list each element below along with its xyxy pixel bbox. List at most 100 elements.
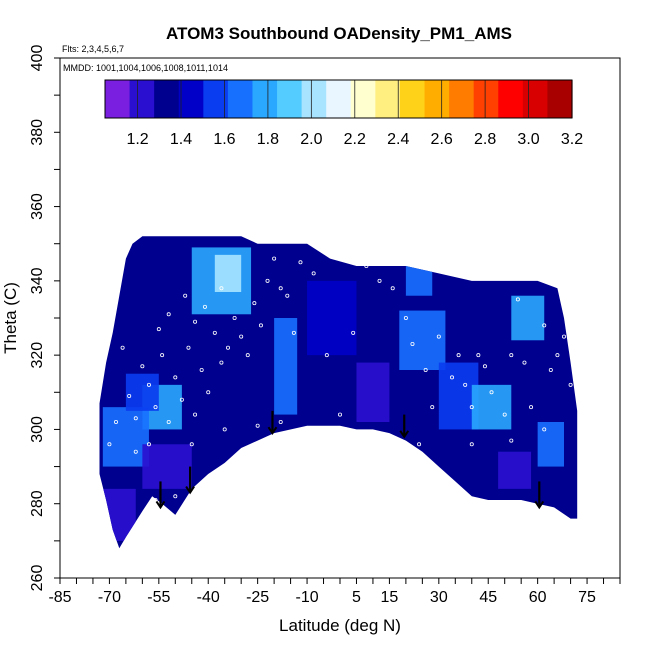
sample-point-51 bbox=[555, 353, 560, 358]
field-patch-8 bbox=[307, 280, 357, 356]
sample-point-12 bbox=[206, 390, 211, 395]
colorbar-swatch-16 bbox=[498, 80, 524, 118]
arrow-2 bbox=[267, 410, 278, 435]
colorbar-swatch-3 bbox=[178, 80, 204, 118]
sample-point-0 bbox=[127, 393, 132, 398]
sample-point-53 bbox=[568, 382, 573, 387]
x-tick-label: 30 bbox=[430, 589, 448, 606]
sample-point-37 bbox=[449, 375, 454, 380]
colorbar-tick-label: 3.2 bbox=[561, 131, 583, 148]
sample-point-40 bbox=[469, 405, 474, 410]
x-tick-label: -55 bbox=[147, 589, 170, 606]
y-axis: 260 280 300 320 340 360 380 400 bbox=[29, 45, 60, 592]
sample-point-68 bbox=[390, 442, 395, 447]
colorbar-swatch-15 bbox=[473, 80, 499, 118]
sample-point-24 bbox=[298, 260, 303, 265]
colorbar-tick-label: 2.8 bbox=[474, 131, 496, 148]
colorbar-tick-label: 1.8 bbox=[257, 131, 279, 148]
colorbar: 1.2 1.4 1.6 1.8 2.0 2.2 2.4 2.6 2.8 3.0 3.2 bbox=[104, 79, 583, 148]
field-patch-13 bbox=[471, 384, 512, 430]
sample-point-13 bbox=[212, 330, 217, 335]
sample-point-35 bbox=[430, 405, 435, 410]
sample-point-67 bbox=[344, 427, 349, 432]
sample-point-30 bbox=[377, 278, 382, 283]
y-tick-label: 400 bbox=[29, 45, 46, 72]
colorbar-swatch-18 bbox=[547, 80, 573, 118]
sample-point-69 bbox=[417, 442, 422, 447]
x-tick-label: 60 bbox=[529, 589, 547, 606]
flights-note: Flts: 2,3,4,5,6,7 bbox=[62, 44, 124, 54]
sample-point-60 bbox=[166, 312, 171, 317]
field-patch-3 bbox=[102, 407, 149, 467]
colorbar-tick-label: 2.4 bbox=[387, 131, 409, 148]
colorbar-swatch-14 bbox=[449, 80, 475, 118]
sample-point-15 bbox=[225, 345, 230, 350]
sample-point-29 bbox=[364, 263, 369, 268]
sample-point-38 bbox=[456, 353, 461, 358]
x-tick-label: 5 bbox=[352, 589, 361, 606]
sample-point-47 bbox=[522, 360, 527, 365]
colorbar-swatch-2 bbox=[154, 80, 180, 118]
sample-point-58 bbox=[146, 442, 151, 447]
colorbar-swatch-5 bbox=[227, 80, 254, 118]
x-tick-label: -40 bbox=[197, 589, 220, 606]
y-tick-label: 260 bbox=[29, 565, 46, 592]
sample-point-19 bbox=[258, 323, 263, 328]
sample-point-41 bbox=[476, 353, 481, 358]
colorbar-swatch-9 bbox=[326, 80, 352, 118]
sample-point-32 bbox=[403, 315, 408, 320]
arrow-3 bbox=[399, 414, 410, 439]
field-patch-4 bbox=[125, 373, 159, 411]
sample-point-56 bbox=[120, 345, 125, 350]
sample-point-65 bbox=[245, 353, 250, 358]
field-patch-11 bbox=[405, 266, 433, 296]
sample-point-3 bbox=[146, 382, 151, 387]
sample-point-4 bbox=[153, 405, 158, 410]
sample-point-43 bbox=[489, 390, 494, 395]
x-tick-label: -70 bbox=[98, 589, 121, 606]
sample-point-16 bbox=[232, 315, 237, 320]
sample-point-2 bbox=[140, 364, 145, 369]
x-tick-label: 45 bbox=[479, 589, 497, 606]
sample-points bbox=[107, 256, 573, 502]
x-tick-label: 75 bbox=[578, 589, 596, 606]
colorbar-swatch-12 bbox=[399, 80, 426, 118]
field-patch-1 bbox=[214, 254, 242, 292]
colorbar-swatch-7 bbox=[277, 80, 303, 118]
sample-point-71 bbox=[509, 438, 514, 443]
sample-point-1 bbox=[133, 416, 138, 421]
sample-point-77 bbox=[255, 423, 260, 428]
sample-point-78 bbox=[278, 419, 283, 424]
x-axis: -85 -70 -55 -40 -25 -10 5 15 30 45 60 75 bbox=[48, 578, 621, 606]
colorbar-swatch-11 bbox=[375, 80, 401, 118]
sample-point-44 bbox=[502, 412, 507, 417]
sample-point-72 bbox=[542, 427, 547, 432]
colorbar-tick-label: 1.6 bbox=[213, 131, 235, 148]
sample-point-49 bbox=[542, 323, 547, 328]
field-patch-10 bbox=[399, 310, 446, 370]
sample-point-22 bbox=[278, 286, 283, 291]
field-patch-14 bbox=[511, 295, 545, 341]
sample-point-55 bbox=[107, 442, 112, 447]
chart-title: ATOM3 Southbound OADensity_PM1_AMS bbox=[166, 24, 512, 43]
sample-point-34 bbox=[423, 367, 428, 372]
colorbar-swatch-17 bbox=[522, 80, 549, 118]
sample-point-6 bbox=[166, 419, 171, 424]
colorbar-frame bbox=[104, 79, 573, 119]
x-tick-label: 15 bbox=[381, 589, 399, 606]
sample-point-64 bbox=[219, 286, 224, 291]
arrows bbox=[155, 410, 545, 510]
colorbar-tick-label: 2.6 bbox=[431, 131, 453, 148]
sample-point-70 bbox=[469, 442, 474, 447]
sample-point-42 bbox=[482, 364, 487, 369]
colorbar-tick-label: 3.0 bbox=[517, 131, 539, 148]
sample-point-46 bbox=[515, 297, 520, 302]
colorbar-swatch-6 bbox=[252, 80, 278, 118]
sample-point-21 bbox=[272, 256, 277, 261]
sample-point-61 bbox=[183, 293, 188, 298]
y-tick-label: 340 bbox=[29, 267, 46, 294]
colorbar-swatch-1 bbox=[129, 80, 155, 118]
sample-point-7 bbox=[173, 375, 178, 380]
colorbar-tick-label: 2.0 bbox=[300, 131, 322, 148]
